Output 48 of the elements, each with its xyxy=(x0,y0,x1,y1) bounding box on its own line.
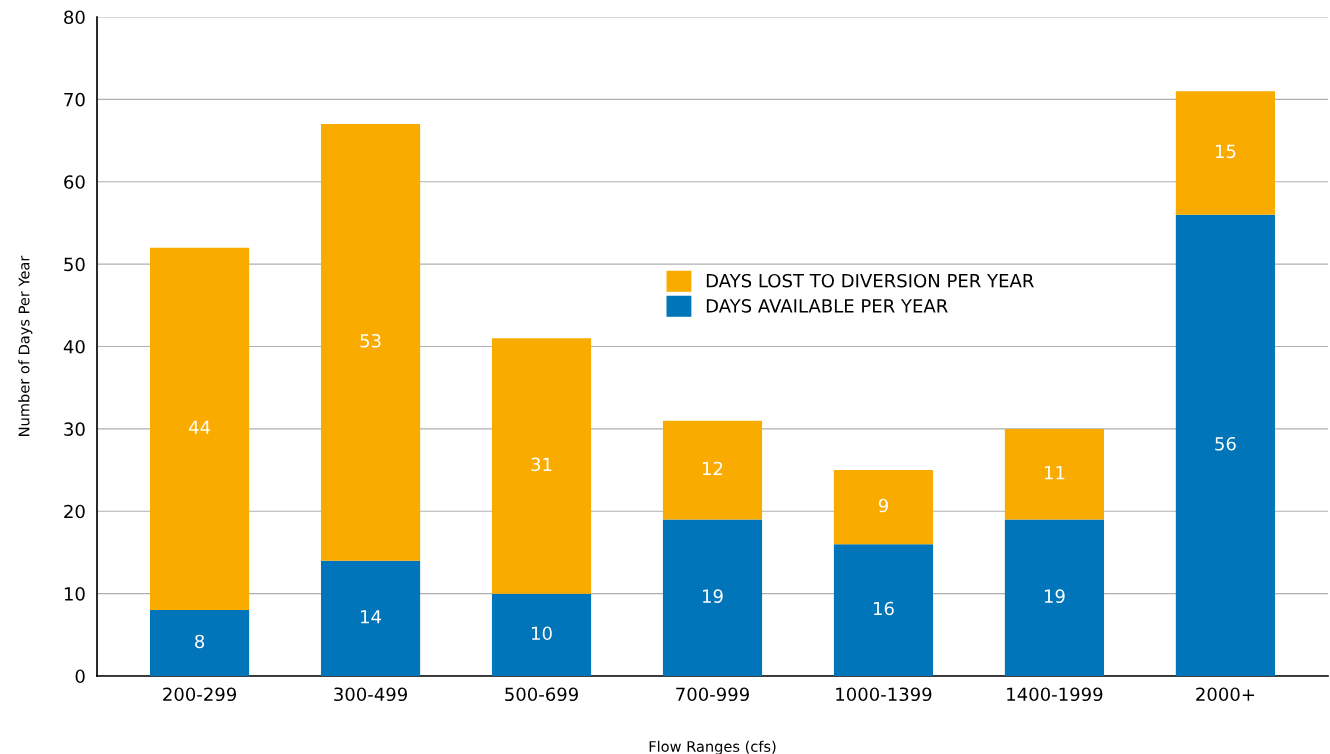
y-tick-label: 40 xyxy=(63,339,85,354)
y-tick-label: 0 xyxy=(75,669,85,684)
legend-label: DAYS AVAILABLE PER YEAR xyxy=(706,298,948,313)
y-tick-label: 50 xyxy=(64,257,85,272)
x-axis-title: Flow Ranges (cfs) xyxy=(649,740,776,754)
x-tick-label: 1000-1399 xyxy=(836,687,932,702)
data-label: 14 xyxy=(361,610,382,624)
bar xyxy=(662,519,763,676)
data-label: 9 xyxy=(878,498,888,513)
bar xyxy=(150,247,250,611)
data-label: 16 xyxy=(873,601,894,616)
bar xyxy=(1004,428,1105,520)
x-tick-label: 2000+ xyxy=(1196,687,1255,702)
y-tick-label: 10 xyxy=(64,587,85,601)
bar xyxy=(491,338,592,594)
data-label: 10 xyxy=(532,626,552,641)
bar xyxy=(662,420,763,520)
y-tick-label: 20 xyxy=(64,504,85,519)
data-label: 31 xyxy=(531,457,552,472)
bar xyxy=(491,593,592,676)
bar xyxy=(150,610,250,676)
bar xyxy=(1004,519,1105,676)
x-tick-label: 300-499 xyxy=(334,687,408,702)
y-tick-label: 30 xyxy=(64,422,85,436)
y-tick-label: 80 xyxy=(64,10,85,25)
bar xyxy=(1175,214,1275,676)
x-tick-label: 700-999 xyxy=(676,687,749,702)
bar xyxy=(833,470,934,545)
x-tick-label: 1400-1999 xyxy=(1007,687,1103,702)
y-axis-title: Number of Days Per Year xyxy=(18,255,33,436)
y-tick-label: 70 xyxy=(64,92,85,107)
bar xyxy=(320,124,421,561)
data-label: 8 xyxy=(195,634,205,649)
x-tick-label: 200-299 xyxy=(163,687,237,702)
data-label: 11 xyxy=(1044,466,1065,480)
x-tick-label: 500-699 xyxy=(505,687,578,702)
data-label: 15 xyxy=(1215,144,1236,159)
data-label: 19 xyxy=(1044,589,1065,603)
data-label: 53 xyxy=(360,333,381,348)
y-tick-label: 60 xyxy=(64,175,85,189)
data-label: 44 xyxy=(188,420,211,434)
legend-label: DAYS LOST TO DIVERSION PER YEAR xyxy=(706,273,1034,288)
bar xyxy=(320,560,421,676)
bar xyxy=(833,544,934,676)
data-label: 56 xyxy=(1215,436,1236,451)
data-label: 12 xyxy=(703,461,723,476)
data-label: 19 xyxy=(703,589,723,603)
bar xyxy=(1175,91,1275,215)
